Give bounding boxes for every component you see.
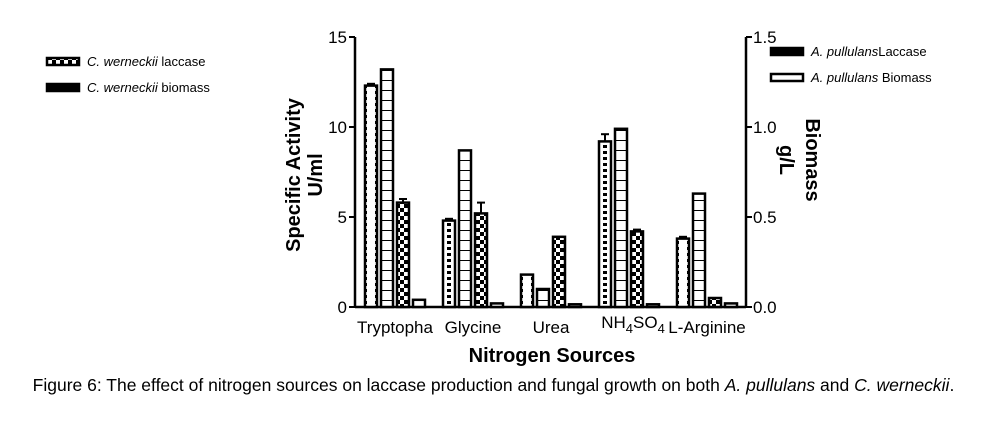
bar-checker: [629, 230, 645, 309]
bar-grid: [613, 127, 629, 309]
bar-grid: [691, 192, 707, 309]
left-tick-label: 10: [328, 118, 347, 137]
right-tick-label: 1.0: [753, 118, 777, 137]
left-tick-label: 5: [338, 208, 347, 227]
caption-suffix: .: [949, 375, 955, 395]
left-axis-unit: U/ml: [305, 153, 327, 196]
bar-solid-small: [567, 303, 583, 309]
right-axis-title: Biomass: [801, 118, 823, 201]
right-tick-label: 1.5: [753, 28, 777, 47]
category-label: NH4SO4: [601, 313, 665, 336]
bar-solid-small: [489, 302, 505, 309]
bar-checker: [551, 235, 567, 309]
legend-right-swatch: [769, 72, 805, 83]
left-axis-title: Specific Activity: [283, 97, 305, 252]
right-axis-unit: g/L: [775, 145, 797, 175]
legend-right-label: A. pullulansLaccase: [810, 44, 927, 59]
x-axis-title: Nitrogen Sources: [469, 345, 636, 367]
bar-solid-small: [645, 303, 661, 309]
category-label: Glycine: [445, 318, 502, 337]
bar-solid-small: [723, 302, 739, 309]
caption-text-mid: and: [815, 375, 855, 395]
bar-dash: [519, 273, 535, 309]
bar-checker: [707, 296, 723, 309]
caption-species-2: C. werneckii: [854, 375, 950, 395]
bar-grid: [535, 287, 551, 309]
bar-chart: 0 5 10 15 0.0 0.5 1.0 1.5 Specific Activity U/ml B…: [45, 28, 932, 367]
bar-grid: [379, 68, 395, 309]
legend-left-swatch: [45, 56, 81, 67]
left-tick-label: 15: [328, 28, 347, 47]
label-clip: [748, 318, 778, 340]
category-label: Urea: [533, 318, 570, 337]
legend-left-swatch: [45, 82, 81, 93]
bar-checker: [473, 212, 489, 309]
figure-caption: Figure 6: The effect of nitrogen sources…: [0, 374, 987, 396]
caption-text: Figure 6: The effect of nitrogen sources…: [32, 375, 725, 395]
bar-grid: [457, 149, 473, 309]
right-tick-label: 0.0: [753, 298, 777, 317]
left-tick-label: 0: [338, 298, 347, 317]
legend-left-label: C. werneckii laccase: [87, 54, 206, 69]
category-label: L-Arginine: [668, 318, 746, 337]
bar-dash: [441, 219, 457, 309]
legend-right-swatch: [769, 46, 805, 57]
right-tick-label: 0.5: [753, 208, 777, 227]
category-label: Tryptopha: [357, 318, 433, 337]
bar-dash: [675, 237, 691, 309]
bar-dash: [363, 84, 379, 309]
caption-species-1: A. pullulans: [724, 375, 816, 395]
bar-dash: [597, 140, 613, 309]
legend-right-label: A. pullulans Biomass: [810, 70, 932, 85]
legend-left-label: C. werneckii biomass: [87, 80, 210, 95]
bar-checker: [395, 201, 411, 309]
bar-solid-small: [411, 298, 427, 309]
